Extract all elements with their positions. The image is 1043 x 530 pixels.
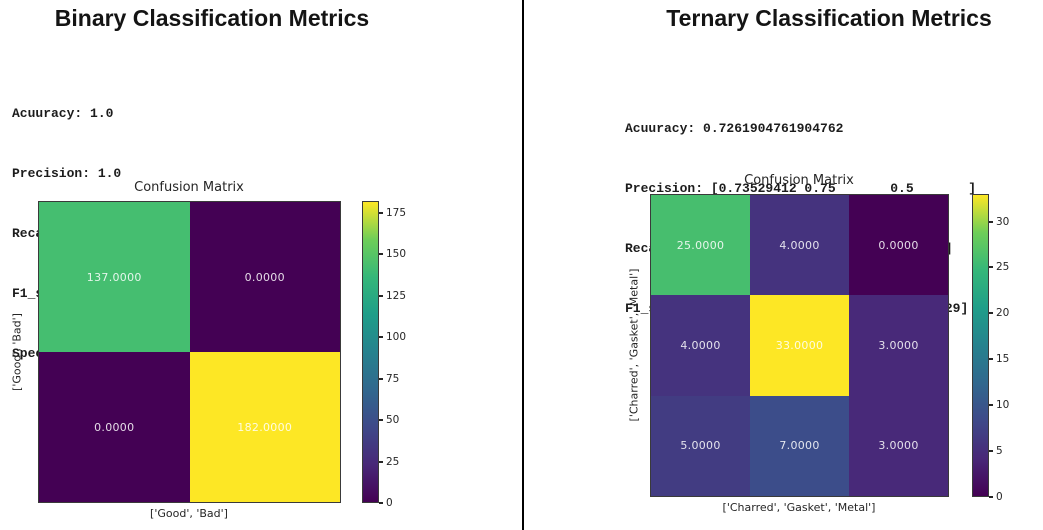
chart-title: Confusion Matrix [134, 180, 244, 195]
tick-mark-icon [379, 377, 383, 380]
tick-mark-icon [379, 294, 383, 297]
tick-mark-icon [989, 220, 993, 223]
heatmap-cell: 5.0000 [651, 395, 750, 496]
heatmap-cell: 137.0000 [39, 202, 190, 352]
cell-value-label: 4.0000 [779, 238, 820, 252]
tick-label: 75 [386, 372, 400, 385]
colorbar-tick: 30 [989, 216, 1009, 228]
colorbar-ticks: 0 5 10 15 20 25 30 [989, 194, 1035, 503]
tick-mark-icon [379, 460, 383, 463]
tick-label: 25 [386, 455, 400, 468]
tick-label: 5 [996, 445, 1003, 458]
heatmap-cell: 4.0000 [750, 195, 849, 296]
tick-mark-icon [379, 336, 383, 339]
colorbar-tick: 20 [989, 307, 1009, 319]
tick-label: 150 [386, 248, 407, 261]
tick-mark-icon [989, 266, 993, 269]
x-axis-label: ['Charred', 'Gasket', 'Metal'] [722, 501, 876, 514]
tick-label: 10 [996, 399, 1010, 412]
chart-title: Confusion Matrix [744, 173, 854, 188]
tick-label: 30 [996, 215, 1010, 228]
tick-label: 20 [996, 307, 1010, 320]
tick-mark-icon [379, 502, 383, 504]
tick-mark-icon [379, 211, 383, 214]
tick-mark-icon [989, 496, 993, 498]
cell-value-label: 33.0000 [775, 338, 824, 352]
colorbar-tick: 5 [989, 445, 1003, 457]
metric-line-accuracy: Acuuracy: 0.7261904761904762 [625, 121, 844, 136]
cell-value-label: 5.0000 [680, 439, 721, 453]
colorbar-tick: 150 [379, 248, 406, 260]
cell-value-label: 0.0000 [94, 420, 135, 434]
heatmap-grid: 137.0000 0.0000 0.0000 182.0000 [38, 201, 341, 503]
heatmap-cell: 0.0000 [39, 352, 190, 502]
heatmap-cell: 182.0000 [189, 352, 340, 502]
tick-mark-icon [989, 312, 993, 315]
y-axis-label: ['Good', 'Bad'] [10, 313, 24, 391]
tick-mark-icon [379, 253, 383, 256]
cell-value-label: 3.0000 [878, 439, 919, 453]
heatmap-grid: 25.0000 4.0000 0.0000 4.0000 33.0000 3.0000 5.… [650, 194, 949, 497]
colorbar-ticks: 0 25 50 75 100 125 150 175 [379, 201, 425, 509]
colorbar-tick: 15 [989, 353, 1009, 365]
colorbar-tick: 50 [379, 414, 399, 426]
colorbar [362, 201, 379, 503]
colorbar-tick: 0 [989, 491, 1003, 503]
heatmap-cell: 3.0000 [849, 395, 948, 496]
cell-value-label: 25.0000 [676, 238, 725, 252]
tick-label: 0 [386, 497, 393, 509]
cell-value-label: 182.0000 [237, 420, 293, 434]
tick-label: 25 [996, 261, 1010, 274]
x-axis-label: ['Good', 'Bad'] [150, 507, 228, 520]
tick-label: 125 [386, 289, 407, 302]
tick-mark-icon [989, 450, 993, 453]
cell-value-label: 137.0000 [86, 270, 142, 284]
metric-line-accuracy: Acuuracy: 1.0 [12, 106, 114, 121]
cell-value-label: 4.0000 [680, 338, 721, 352]
ternary-panel-title: Ternary Classification Metrics [666, 5, 992, 31]
colorbar-tick: 75 [379, 373, 399, 385]
cell-value-label: 3.0000 [878, 338, 919, 352]
colorbar-tick: 125 [379, 290, 406, 302]
metric-line-precision: Precision: 1.0 [12, 166, 122, 181]
tick-mark-icon [989, 358, 993, 361]
colorbar-tick: 175 [379, 207, 406, 219]
tick-mark-icon [989, 404, 993, 407]
cell-value-label: 0.0000 [878, 238, 919, 252]
tick-label: 0 [996, 491, 1003, 503]
tick-mark-icon [379, 419, 383, 422]
tick-label: 175 [386, 206, 407, 219]
panel-divider [522, 0, 524, 530]
heatmap-cell: 25.0000 [651, 195, 750, 296]
colorbar [972, 194, 989, 497]
heatmap-cell: 7.0000 [750, 395, 849, 496]
heatmap-cell: 3.0000 [849, 295, 948, 396]
colorbar-tick: 25 [379, 456, 399, 468]
tick-label: 50 [386, 414, 400, 427]
colorbar-tick: 25 [989, 261, 1009, 273]
colorbar-tick: 0 [379, 497, 393, 509]
heatmap-cell: 33.0000 [750, 295, 849, 396]
y-axis-label: ['Charred', 'Gasket', 'Metal'] [627, 268, 641, 422]
metric-line-precision: Precision: [0.73529412 0.75 0.5 ] [625, 181, 977, 196]
heatmap-cell: 0.0000 [189, 202, 340, 352]
heatmap-cell: 0.0000 [849, 195, 948, 296]
cell-value-label: 7.0000 [779, 439, 820, 453]
colorbar-tick: 10 [989, 399, 1009, 411]
tick-label: 100 [386, 331, 407, 344]
heatmap-cell: 4.0000 [651, 295, 750, 396]
colorbar-tick: 100 [379, 331, 406, 343]
tick-label: 15 [996, 353, 1010, 366]
binary-panel-title: Binary Classification Metrics [54, 5, 370, 31]
cell-value-label: 0.0000 [244, 270, 285, 284]
